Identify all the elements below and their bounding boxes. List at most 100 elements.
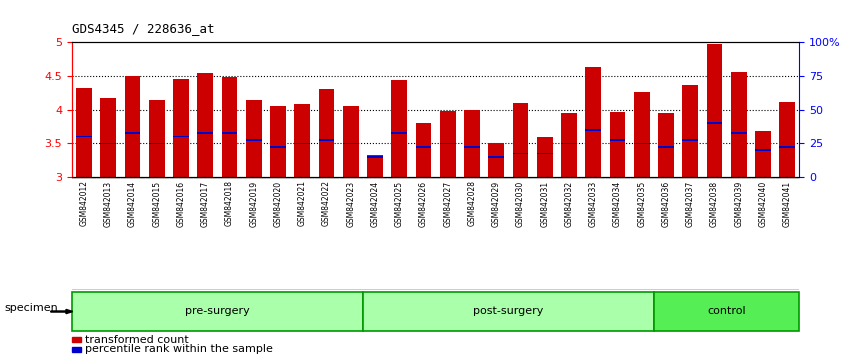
- Text: control: control: [707, 306, 746, 316]
- Bar: [610, 112, 625, 177]
- Text: GSM842038: GSM842038: [710, 181, 719, 227]
- Bar: [149, 100, 165, 177]
- Bar: [731, 72, 747, 177]
- Text: GSM842021: GSM842021: [298, 181, 307, 227]
- Bar: [658, 113, 674, 177]
- Text: GSM842014: GSM842014: [128, 181, 137, 227]
- Bar: [76, 136, 92, 137]
- Text: GSM842035: GSM842035: [637, 181, 646, 227]
- Bar: [415, 146, 431, 148]
- Bar: [222, 78, 238, 177]
- Bar: [124, 132, 140, 134]
- Bar: [634, 92, 650, 177]
- Bar: [731, 132, 747, 134]
- Bar: [222, 132, 238, 134]
- Text: GSM842025: GSM842025: [395, 181, 404, 227]
- Text: GSM842034: GSM842034: [613, 181, 622, 227]
- Text: GSM842030: GSM842030: [516, 181, 525, 227]
- Bar: [755, 131, 771, 177]
- Bar: [101, 143, 116, 144]
- Bar: [246, 100, 261, 177]
- Bar: [634, 143, 650, 144]
- Text: GSM842020: GSM842020: [273, 181, 283, 227]
- Bar: [270, 146, 286, 148]
- Text: GSM842023: GSM842023: [346, 181, 355, 227]
- Text: pre-surgery: pre-surgery: [185, 306, 250, 316]
- Bar: [124, 76, 140, 177]
- Bar: [246, 139, 261, 141]
- Text: GSM842027: GSM842027: [443, 181, 453, 227]
- Bar: [294, 104, 310, 177]
- Bar: [440, 143, 456, 144]
- Bar: [319, 89, 334, 177]
- Bar: [392, 132, 407, 134]
- Bar: [561, 143, 577, 144]
- Bar: [319, 139, 334, 141]
- Text: GSM842039: GSM842039: [734, 181, 744, 227]
- Bar: [706, 122, 722, 124]
- Bar: [76, 87, 92, 177]
- Text: GSM842033: GSM842033: [589, 181, 598, 227]
- Text: GSM842019: GSM842019: [250, 181, 258, 227]
- Bar: [610, 139, 625, 141]
- Text: GSM842013: GSM842013: [104, 181, 113, 227]
- Bar: [270, 106, 286, 177]
- Bar: [440, 111, 456, 177]
- Bar: [537, 153, 552, 154]
- Bar: [654, 292, 799, 331]
- Bar: [367, 156, 383, 158]
- Bar: [173, 136, 189, 137]
- Text: GSM842022: GSM842022: [322, 181, 331, 227]
- Text: GSM842026: GSM842026: [419, 181, 428, 227]
- Bar: [488, 143, 504, 177]
- Text: GSM842036: GSM842036: [662, 181, 671, 227]
- Bar: [149, 143, 165, 144]
- Bar: [683, 85, 698, 177]
- Text: post-surgery: post-surgery: [473, 306, 544, 316]
- Text: GSM842012: GSM842012: [80, 181, 89, 227]
- Text: GSM842018: GSM842018: [225, 181, 234, 227]
- Bar: [464, 110, 480, 177]
- Text: GDS4345 / 228636_at: GDS4345 / 228636_at: [72, 22, 214, 35]
- Bar: [173, 80, 189, 177]
- Bar: [294, 143, 310, 144]
- Bar: [779, 146, 795, 148]
- Bar: [415, 123, 431, 177]
- Bar: [343, 106, 359, 177]
- Text: GSM842041: GSM842041: [783, 181, 792, 227]
- Bar: [72, 347, 80, 352]
- Text: GSM842024: GSM842024: [371, 181, 380, 227]
- Bar: [755, 149, 771, 151]
- Bar: [363, 292, 654, 331]
- Text: specimen: specimen: [4, 303, 58, 313]
- Bar: [585, 129, 602, 131]
- Bar: [343, 143, 359, 144]
- Bar: [706, 44, 722, 177]
- Bar: [779, 102, 795, 177]
- Bar: [683, 139, 698, 141]
- Text: GSM842015: GSM842015: [152, 181, 162, 227]
- Bar: [658, 146, 674, 148]
- Text: GSM842031: GSM842031: [541, 181, 549, 227]
- Bar: [513, 153, 529, 154]
- Text: GSM842028: GSM842028: [468, 181, 476, 227]
- Text: percentile rank within the sample: percentile rank within the sample: [85, 344, 273, 354]
- Text: GSM842029: GSM842029: [492, 181, 501, 227]
- Bar: [72, 337, 80, 342]
- Bar: [392, 80, 407, 177]
- Bar: [101, 98, 116, 177]
- Text: GSM842040: GSM842040: [759, 181, 767, 227]
- Bar: [367, 155, 383, 177]
- Text: GSM842017: GSM842017: [201, 181, 210, 227]
- Bar: [72, 292, 363, 331]
- Text: transformed count: transformed count: [85, 335, 189, 344]
- Bar: [197, 73, 213, 177]
- Bar: [537, 137, 552, 177]
- Text: GSM842016: GSM842016: [177, 181, 185, 227]
- Bar: [197, 132, 213, 134]
- Bar: [488, 156, 504, 158]
- Bar: [585, 67, 602, 177]
- Bar: [513, 103, 529, 177]
- Bar: [561, 113, 577, 177]
- Text: GSM842037: GSM842037: [686, 181, 695, 227]
